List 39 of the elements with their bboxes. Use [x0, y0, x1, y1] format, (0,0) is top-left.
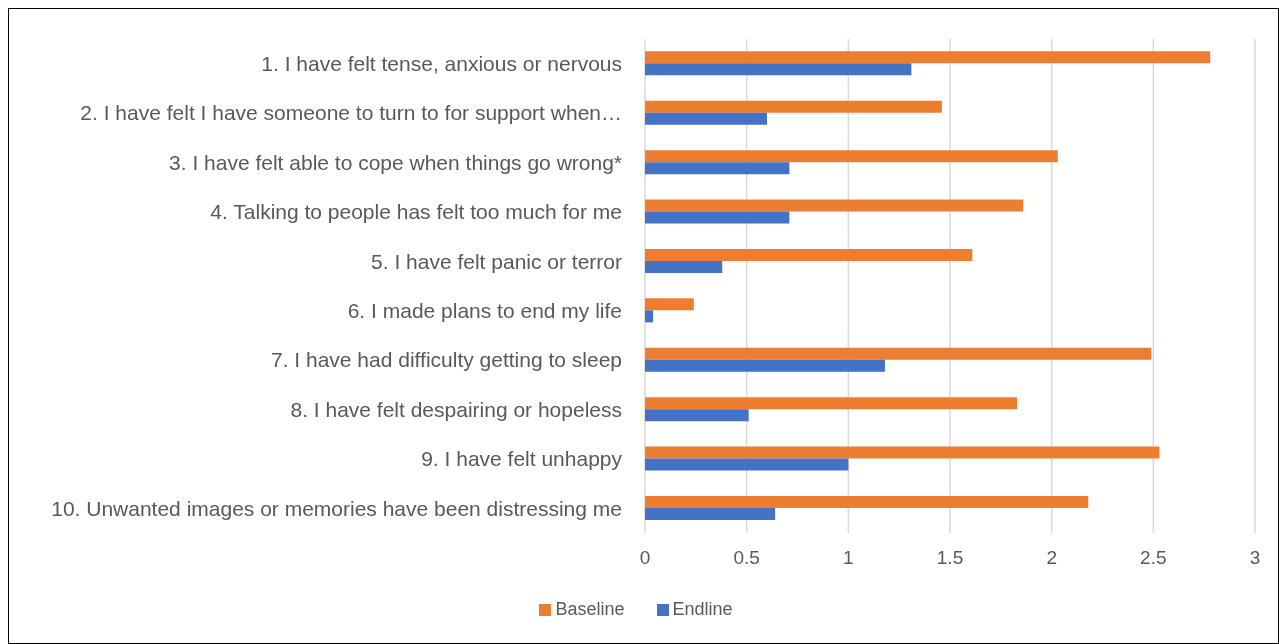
bar [645, 112, 767, 125]
y-tick-label: 7. I have had difficulty getting to sleep [270, 348, 622, 372]
bar [645, 260, 723, 273]
y-tick-label: 1. I have felt tense, anxious or nervous [261, 52, 622, 76]
bar [645, 458, 849, 471]
x-tick-label: 2 [1046, 547, 1057, 569]
bar [645, 63, 912, 76]
bar [645, 446, 1160, 459]
bar [645, 298, 694, 311]
bar [645, 347, 1152, 360]
bar [645, 495, 1089, 508]
bar [645, 397, 1018, 410]
bar [645, 150, 1058, 163]
y-tick-label: 3. I have felt able to cope when things go wrong* [169, 150, 622, 174]
bar [645, 199, 1024, 212]
y-tick-label: 4. Talking to people has felt too much for me [210, 200, 622, 224]
bar [645, 507, 776, 520]
x-tick-label: 1.5 [936, 547, 964, 569]
bar [645, 162, 790, 175]
x-tick-label: 3 [1249, 547, 1261, 569]
bar [645, 51, 1211, 64]
legend-label: Endline [672, 599, 734, 619]
y-tick-label: 6. I made plans to end my life [347, 299, 622, 323]
legend-label: Baseline [555, 599, 626, 619]
y-tick-label: 9. I have felt unhappy [421, 447, 623, 471]
y-tick-label: 10. Unwanted images or memories have been distressing me [51, 496, 622, 520]
y-tick-label: 5. I have felt panic or terror [371, 249, 622, 273]
x-tick-label: 2.5 [1140, 547, 1167, 569]
bar [645, 310, 654, 323]
bar [645, 100, 942, 113]
y-tick-label: 2. I have felt I have someone to turn to for support when… [80, 101, 622, 125]
bar [645, 359, 885, 372]
x-tick-label: 0 [639, 547, 651, 569]
bar [645, 409, 749, 422]
bar [645, 211, 790, 224]
x-tick-label: 1 [843, 547, 854, 569]
x-tick-label: 0.5 [733, 547, 760, 569]
bar [645, 248, 973, 261]
y-tick-label: 8. I have felt despairing or hopeless [290, 397, 622, 421]
